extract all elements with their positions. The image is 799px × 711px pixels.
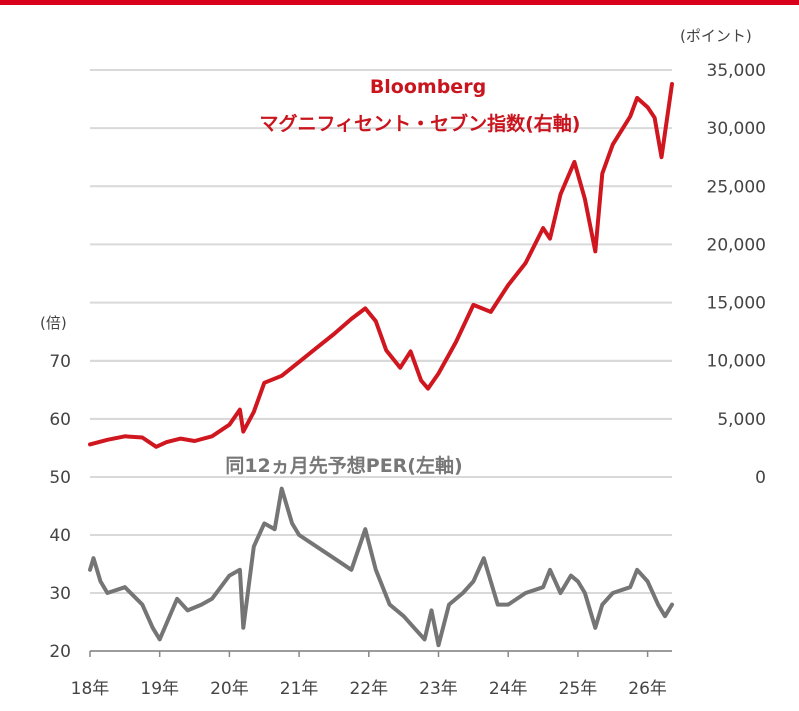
left-axis-ticks: 70 60 50 40 30 20 (49, 352, 71, 662)
top-rule (0, 0, 799, 5)
left-tick-label: 50 (49, 468, 71, 488)
x-tick-label: 24年 (489, 679, 528, 699)
series-label-mag7-index: マグニフィセント・セブン指数(右軸) (260, 112, 581, 135)
right-tick-label: 30,000 (707, 119, 766, 139)
x-axis-ticks: 18年 19年 20年 21年 22年 23年 24年 25年 26年 (71, 651, 667, 699)
left-tick-label: 40 (49, 526, 71, 546)
right-axis-ticks: 35,000 30,000 25,000 20,000 15,000 10,000 5,00… (707, 61, 766, 488)
right-tick-label: 25,000 (707, 177, 766, 197)
right-tick-label: 15,000 (707, 294, 766, 314)
x-tick-label: 21年 (280, 679, 319, 699)
left-tick-label: 30 (49, 584, 71, 604)
series-line-forward-per (88, 486, 674, 648)
series-lines (88, 82, 674, 648)
left-tick-label: 70 (49, 352, 71, 372)
series-label-bloomberg: Bloomberg (370, 76, 486, 98)
gridlines (90, 69, 672, 652)
right-tick-label: 10,000 (707, 352, 766, 372)
x-tick-label: 25年 (559, 679, 598, 699)
right-axis-unit: (ポイント) (680, 27, 752, 45)
x-tick-label: 23年 (419, 679, 458, 699)
left-tick-label: 20 (49, 642, 71, 662)
x-tick-label: 18年 (71, 679, 110, 699)
right-tick-label: 20,000 (707, 235, 766, 255)
right-tick-label: 0 (755, 468, 766, 488)
x-tick-label: 22年 (349, 679, 388, 699)
left-axis-unit: (倍) (40, 314, 67, 332)
x-tick-label: 26年 (628, 679, 667, 699)
left-tick-label: 60 (49, 410, 71, 430)
right-tick-label: 5,000 (717, 410, 766, 430)
series-label-forward-per: 同12ヵ月先予想PER(左軸) (225, 454, 462, 477)
series-line-mag7-index (88, 82, 674, 449)
x-tick-label: 19年 (140, 679, 179, 699)
x-tick-label: 20年 (210, 679, 249, 699)
right-tick-label: 35,000 (707, 61, 766, 81)
